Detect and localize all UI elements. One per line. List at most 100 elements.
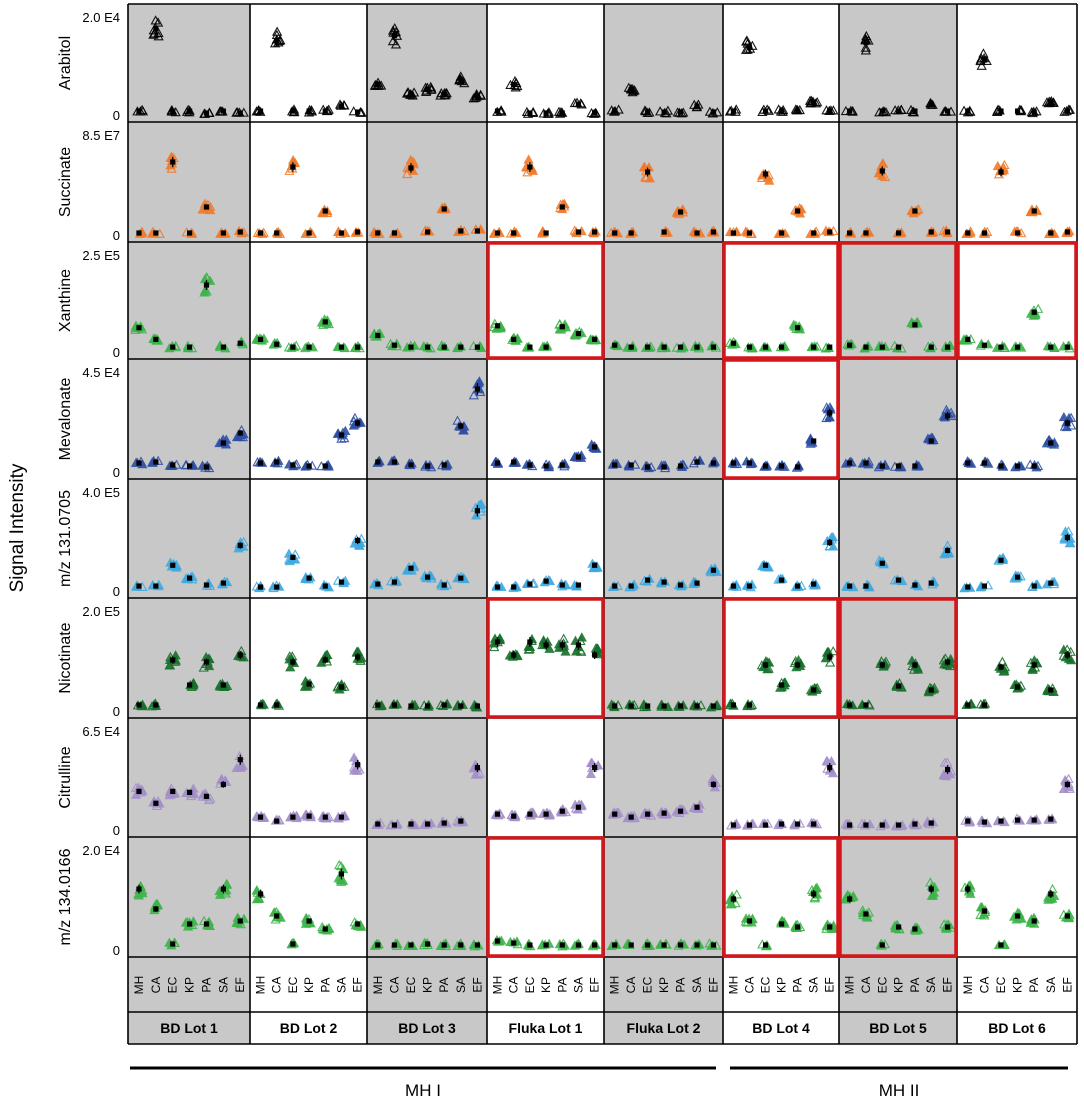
mean-marker: [494, 811, 501, 817]
data-point-group: [587, 226, 601, 238]
data-point-group: [640, 460, 657, 473]
data-point-group: [726, 818, 742, 830]
mean-marker: [592, 229, 598, 235]
mean-marker: [746, 460, 753, 466]
data-point-group: [993, 552, 1009, 565]
mean-marker: [612, 703, 618, 709]
mean-marker: [170, 344, 176, 350]
mean-marker: [575, 942, 582, 948]
mean-marker: [458, 942, 464, 948]
data-point-group: [269, 26, 286, 48]
group-label: MH I: [405, 1081, 441, 1100]
mean-marker: [827, 924, 833, 930]
mean-marker: [494, 230, 501, 236]
data-point-group: [283, 548, 301, 566]
data-point-group: [490, 808, 506, 820]
data-point-group: [820, 225, 839, 237]
data-point-group: [537, 938, 555, 950]
data-point-group: [251, 885, 266, 904]
mean-marker: [762, 171, 769, 177]
mean-marker: [677, 942, 684, 948]
x-category-label: KP: [302, 977, 316, 993]
data-point-group: [420, 459, 437, 472]
mean-marker: [895, 344, 902, 350]
row-metabolite-label: Succinate: [57, 147, 74, 217]
mean-marker: [220, 440, 226, 446]
data-point-group: [437, 459, 453, 471]
data-point-group: [1058, 908, 1075, 923]
data-point-group: [775, 341, 790, 352]
mean-marker: [710, 109, 717, 115]
data-point-group: [164, 937, 181, 950]
x-category-label: EC: [523, 976, 537, 993]
mean-marker: [203, 659, 210, 665]
mean-marker: [290, 108, 296, 114]
replicate-triangle: [491, 323, 502, 333]
mean-marker: [170, 562, 176, 568]
mean-marker: [811, 891, 817, 897]
replicate-triangle: [641, 172, 652, 183]
mean-marker: [441, 702, 447, 708]
mean-marker: [628, 942, 634, 948]
data-point-group: [407, 699, 421, 710]
data-point-group: [303, 104, 318, 117]
replicate-triangle: [826, 755, 837, 766]
data-point-group: [468, 759, 485, 779]
data-point-group: [874, 340, 891, 351]
data-point-group: [861, 579, 875, 592]
data-point-group: [201, 578, 216, 590]
mean-marker: [170, 159, 176, 165]
mean-marker: [575, 229, 582, 235]
replicate-triangle: [763, 663, 774, 673]
mean-marker: [153, 906, 159, 912]
data-point-group: [938, 653, 957, 671]
mean-marker: [912, 208, 918, 214]
mean-marker: [187, 108, 193, 114]
data-point-group: [587, 558, 603, 573]
mean-marker: [778, 463, 785, 469]
x-category-label: PA: [1027, 977, 1041, 992]
mean-marker: [895, 683, 902, 689]
data-point-group: [586, 439, 602, 453]
data-point-group: [959, 880, 976, 898]
data-point-group: [468, 376, 486, 400]
mean-marker: [863, 583, 869, 589]
mean-marker: [391, 822, 397, 828]
data-point-group: [214, 878, 232, 899]
data-point-group: [994, 656, 1011, 676]
mean-marker: [187, 575, 193, 581]
mean-marker: [408, 91, 414, 97]
data-point-group: [148, 796, 165, 811]
mean-marker: [220, 886, 226, 892]
mean-marker: [628, 86, 634, 93]
data-point-group: [332, 226, 351, 238]
mean-marker: [811, 99, 817, 105]
mean-marker: [895, 577, 902, 583]
data-point-group: [198, 651, 215, 672]
x-category-label: MH: [608, 976, 622, 995]
mean-marker: [338, 871, 345, 877]
data-point-group: [401, 87, 420, 100]
data-point-group: [996, 459, 1009, 471]
mean-marker: [612, 583, 618, 589]
data-point-group: [271, 698, 285, 710]
data-point-group: [740, 35, 758, 54]
mean-marker: [1064, 781, 1070, 788]
data-point-group: [553, 633, 571, 656]
data-point-group: [1025, 814, 1042, 825]
data-point-group: [1043, 813, 1058, 824]
x-category-label: EC: [166, 976, 180, 993]
data-point-group: [537, 340, 553, 351]
mean-marker: [527, 462, 533, 468]
x-category-label: EC: [286, 976, 300, 993]
mean-marker: [391, 942, 397, 948]
y-max-tick-label: 2.0 E5: [82, 604, 120, 619]
y-min-tick-label: 0: [113, 943, 120, 958]
data-point-group: [406, 818, 421, 830]
mean-marker: [136, 886, 142, 892]
data-point-group: [130, 320, 148, 334]
data-point-group: [844, 226, 857, 238]
mean-marker: [257, 702, 264, 708]
y-axis-title: Signal Intensity: [7, 463, 28, 592]
mean-marker: [1064, 420, 1070, 426]
